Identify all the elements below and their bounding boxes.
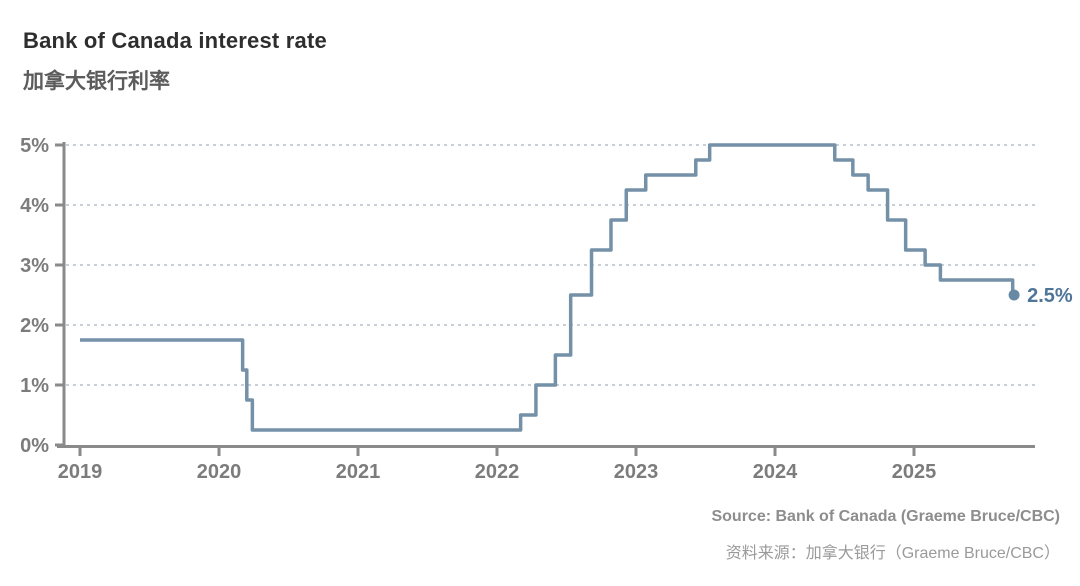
x-axis-label: 2022: [475, 461, 520, 483]
latest-rate-dot: [1008, 289, 1020, 301]
source-block: Source: Bank of Canada (Graeme Bruce/CBC…: [711, 508, 1060, 563]
y-axis-label: 3%: [20, 255, 49, 277]
x-axis-label: 2024: [753, 461, 798, 483]
source-line-en: Source: Bank of Canada (Graeme Bruce/CBC…: [711, 508, 1060, 525]
latest-rate-label: 2.5%: [1027, 285, 1073, 307]
x-axis-label: 2020: [197, 461, 242, 483]
source-line-zh: 资料来源：加拿大银行（Graeme Bruce/CBC）: [725, 545, 1060, 562]
y-axis-label: 1%: [20, 375, 49, 397]
chart-title: Bank of Canada interest rate: [23, 28, 327, 53]
y-axis-label: 5%: [20, 135, 49, 157]
y-axis-label: 4%: [20, 195, 49, 217]
chart-subtitle-zh: 加拿大银行利率: [23, 70, 170, 93]
x-axis-label: 2023: [614, 461, 659, 483]
y-axis-label: 2%: [20, 315, 49, 337]
x-axis-label: 2025: [892, 461, 937, 483]
rate-step-line: [80, 143, 1015, 432]
y-axis-label: 0%: [20, 435, 49, 457]
x-axis-label: 2021: [336, 461, 381, 483]
x-axis-label: 2019: [58, 461, 103, 483]
